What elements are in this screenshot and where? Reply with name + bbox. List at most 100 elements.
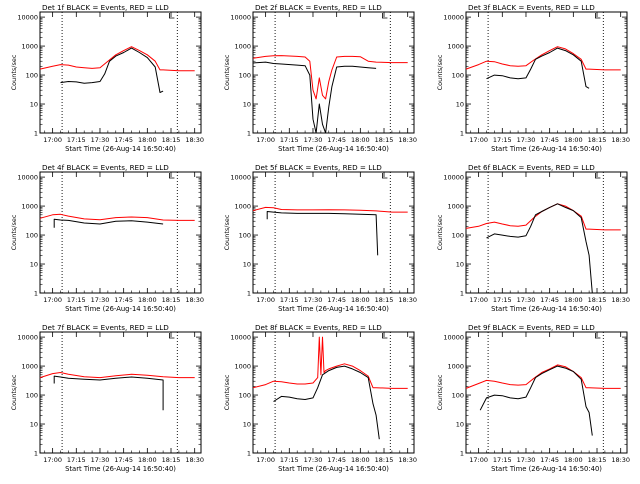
plot-title: Det 9f BLACK = Events, RED = LLD [468, 323, 595, 332]
x-tick-label: 18:00 [564, 296, 583, 304]
x-tick-label: 18:30 [398, 296, 417, 304]
y-tick-label: 10000 [230, 14, 251, 22]
plot-title: Det 5f BLACK = Events, RED = LLD [255, 163, 382, 172]
events-series-line [273, 365, 380, 440]
x-tick-label: 17:45 [114, 296, 133, 304]
detector-panel-2: Det 2f BLACK = Events, RED = LLD 1 10 100 10… [223, 3, 417, 153]
x-tick-label: 17:45 [540, 136, 559, 144]
x-axis-label: Start Time (26-Aug-14 16:50:40) [65, 305, 176, 313]
y-axis-label: Counts/sec [10, 374, 18, 410]
x-tick-label: 17:15 [493, 136, 512, 144]
x-tick-label: 17:30 [517, 456, 536, 464]
x-tick-label: 17:15 [280, 296, 299, 304]
corner-bracket [595, 333, 601, 339]
y-tick-label: 1000 [21, 43, 38, 51]
x-tick-label: 18:30 [611, 296, 630, 304]
x-tick-label: 18:30 [398, 136, 417, 144]
x-tick-label: 18:15 [162, 136, 181, 144]
y-tick-label: 1 [247, 130, 251, 138]
y-tick-label: 100 [452, 232, 464, 240]
y-tick-label: 10000 [230, 174, 251, 182]
x-tick-label: 17:45 [327, 296, 346, 304]
lld-series-line [465, 364, 621, 389]
x-tick-label: 17:30 [304, 136, 323, 144]
x-tick-label: 17:00 [256, 456, 275, 464]
y-tick-label: 10000 [17, 334, 38, 342]
detector-panel-7: Det 7f BLACK = Events, RED = LLD 1 10 100 10… [10, 323, 204, 473]
y-tick-label: 100 [239, 392, 251, 400]
x-axis-label: Start Time (26-Aug-14 16:50:40) [278, 305, 389, 313]
x-tick-label: 17:30 [91, 296, 110, 304]
plot-frame [252, 331, 415, 454]
corner-bracket [382, 173, 388, 179]
y-tick-label: 10000 [443, 14, 464, 22]
x-tick-label: 17:45 [114, 456, 133, 464]
x-tick-label: 18:00 [564, 136, 583, 144]
events-series-line [60, 47, 164, 93]
x-tick-label: 18:15 [588, 136, 607, 144]
y-axis-label: Counts/sec [223, 374, 231, 410]
x-tick-label: 18:00 [138, 136, 157, 144]
x-axis-label: Start Time (26-Aug-14 16:50:40) [491, 145, 602, 153]
x-tick-label: 17:30 [304, 296, 323, 304]
x-tick-label: 18:00 [138, 456, 157, 464]
y-tick-label: 10000 [17, 14, 38, 22]
x-tick-label: 17:00 [43, 296, 62, 304]
events-series-line [486, 47, 590, 89]
y-tick-label: 10000 [17, 174, 38, 182]
x-axis-label: Start Time (26-Aug-14 16:50:40) [491, 305, 602, 313]
events-series-line [53, 375, 164, 411]
x-tick-label: 17:15 [493, 296, 512, 304]
y-tick-label: 1000 [234, 43, 251, 51]
events-series-line [53, 218, 164, 228]
x-tick-label: 17:30 [91, 136, 110, 144]
x-tick-label: 18:00 [564, 456, 583, 464]
events-series-line [266, 211, 379, 256]
lld-series-line [465, 46, 621, 71]
x-tick-label: 17:00 [43, 136, 62, 144]
x-tick-label: 17:00 [469, 136, 488, 144]
y-tick-label: 1000 [447, 203, 464, 211]
plot-title: Det 2f BLACK = Events, RED = LLD [255, 3, 382, 12]
detector-panel-9: Det 9f BLACK = Events, RED = LLD 1 10 100 10… [436, 323, 630, 473]
y-tick-label: 10 [243, 261, 251, 269]
corner-bracket [169, 173, 175, 179]
y-tick-label: 100 [239, 232, 251, 240]
x-tick-label: 18:15 [588, 296, 607, 304]
y-tick-label: 1000 [447, 363, 464, 371]
corner-bracket [595, 173, 601, 179]
y-tick-label: 10 [456, 261, 464, 269]
y-tick-label: 10000 [443, 174, 464, 182]
y-axis-label: Counts/sec [223, 214, 231, 250]
events-series-line [486, 203, 593, 294]
detector-panel-5: Det 5f BLACK = Events, RED = LLD 1 10 100 10… [223, 163, 417, 313]
y-axis-label: Counts/sec [436, 374, 444, 410]
events-series-line [252, 61, 377, 134]
detector-panel-4: Det 4f BLACK = Events, RED = LLD 1 10 100 10… [10, 163, 204, 313]
corner-bracket [169, 13, 175, 19]
plot-title: Det 8f BLACK = Events, RED = LLD [255, 323, 382, 332]
x-tick-label: 17:00 [256, 296, 275, 304]
x-tick-label: 17:15 [67, 136, 86, 144]
x-tick-label: 18:30 [611, 136, 630, 144]
y-tick-label: 1 [34, 290, 38, 298]
y-tick-label: 1000 [234, 363, 251, 371]
x-tick-label: 17:15 [493, 456, 512, 464]
x-tick-label: 17:45 [540, 296, 559, 304]
x-tick-label: 17:00 [256, 136, 275, 144]
lld-series-line [39, 213, 195, 221]
y-tick-label: 10 [243, 101, 251, 109]
plot-title: Det 7f BLACK = Events, RED = LLD [42, 323, 169, 332]
plot-frame [465, 331, 628, 454]
plot-title: Det 6f BLACK = Events, RED = LLD [468, 163, 595, 172]
x-tick-label: 17:15 [280, 456, 299, 464]
y-tick-label: 1 [460, 290, 464, 298]
plot-frame [39, 171, 202, 294]
y-tick-label: 1000 [21, 203, 38, 211]
plot-title: Det 1f BLACK = Events, RED = LLD [42, 3, 169, 12]
y-tick-label: 1 [34, 450, 38, 458]
plot-title: Det 4f BLACK = Events, RED = LLD [42, 163, 169, 172]
y-axis-label: Counts/sec [436, 214, 444, 250]
x-tick-label: 18:00 [351, 136, 370, 144]
